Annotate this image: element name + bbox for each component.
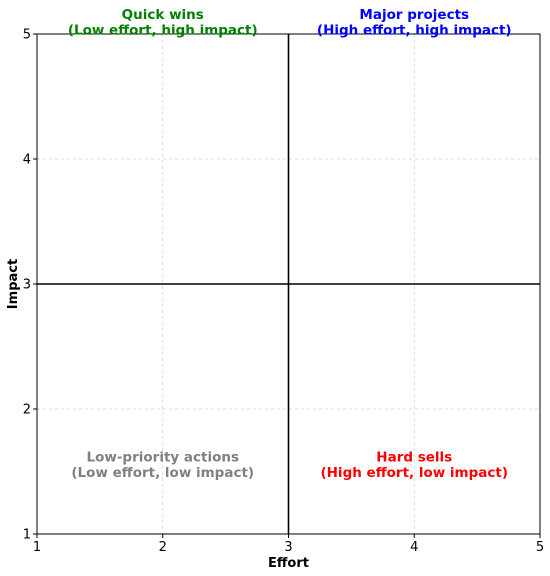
x-axis-label: Effort [268,556,309,571]
y-axis-label: Impact [6,259,21,309]
x-tick-label: 3 [284,540,292,555]
axis-ticks: 1 2 3 4 5 1 2 3 4 5 [23,28,544,556]
quadrant-label-title: Quick wins [122,7,204,23]
quadrant-labels: Quick wins (Low effort, high impact) Major… [68,7,512,481]
y-tick-label: 1 [23,528,31,543]
quadrant-label-major-projects: Major projects (High effort, high impact) [317,7,512,39]
y-tick-label: 2 [23,403,31,418]
quadrant-label-subtitle: (Low effort, high impact) [68,23,258,39]
quadrant-label-subtitle: (High effort, high impact) [317,23,512,39]
quadrant-label-title: Major projects [359,7,469,23]
x-tick-label: 2 [159,540,167,555]
quadrant-label-title: Hard sells [376,450,452,466]
x-tick-label: 1 [33,540,41,555]
x-tick-label: 4 [410,540,418,555]
y-tick-label: 3 [23,278,31,293]
quadrant-label-subtitle: (High effort, low impact) [320,465,508,481]
x-tick-label: 5 [536,540,544,555]
quadrant-label-title: Low-priority actions [86,450,239,466]
quadrant-label-hard-sells: Hard sells (High effort, low impact) [320,450,508,482]
quadrant-dividers [37,34,540,534]
y-tick-label: 4 [23,153,31,168]
quadrant-label-low-priority: Low-priority actions (Low effort, low imp… [71,450,254,482]
quadrant-label-quick-wins: Quick wins (Low effort, high impact) [68,7,258,39]
quadrant-label-subtitle: (Low effort, low impact) [71,465,254,481]
y-tick-label: 5 [23,28,31,43]
